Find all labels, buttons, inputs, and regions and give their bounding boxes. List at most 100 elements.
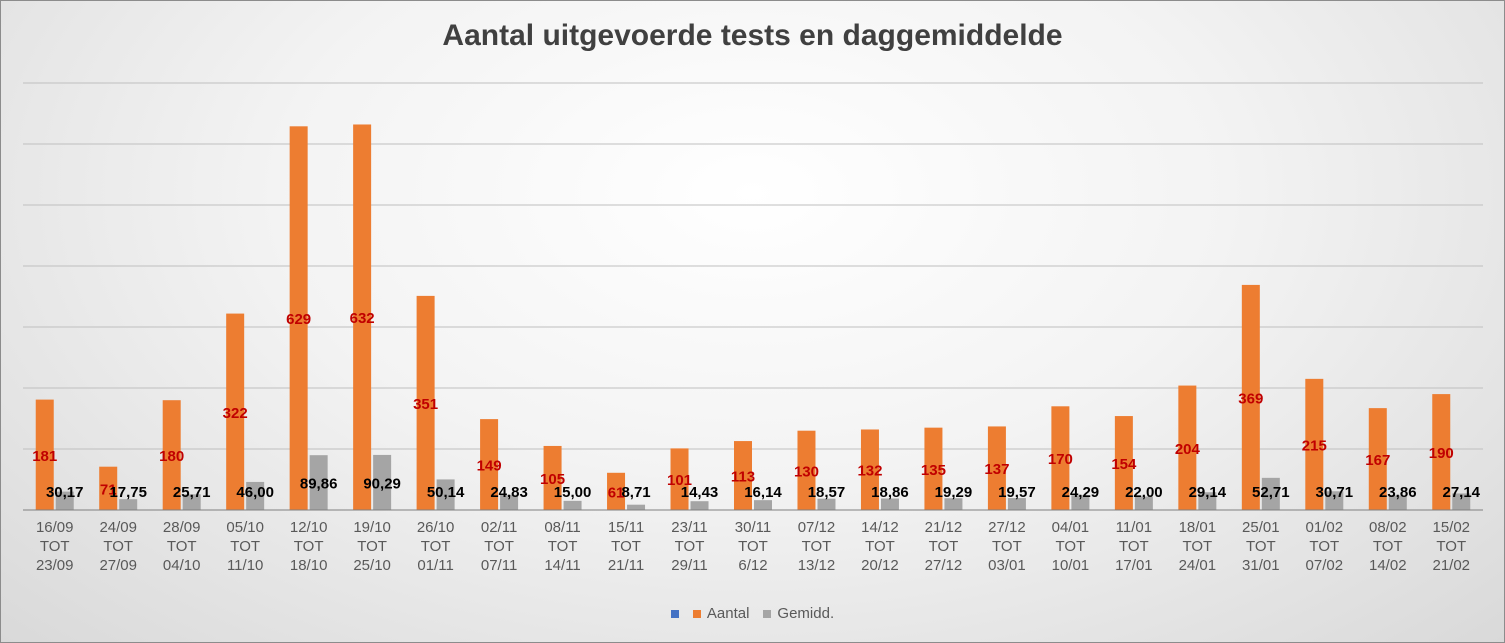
bar-gemiddelde (1388, 495, 1407, 510)
x-tick-label: 08/02 TOT 14/02 (1369, 519, 1407, 574)
data-label-gemiddelde: 8,71 (621, 484, 650, 501)
data-label-aantal: 322 (223, 405, 248, 422)
x-tick-label: 07/12 TOT 13/12 (798, 519, 836, 574)
bar-gemiddelde (1198, 492, 1217, 510)
data-label-aantal: 167 (1365, 452, 1390, 469)
data-label-gemiddelde: 24,83 (490, 484, 528, 501)
bar-aantal (353, 124, 372, 510)
x-tick-label: 18/01 TOT 24/01 (1179, 519, 1217, 574)
x-tick-label: 26/10 TOT 01/11 (417, 519, 455, 574)
data-label-aantal: 132 (857, 463, 882, 480)
bar-gemiddelde (1325, 491, 1344, 510)
data-label-aantal: 105 (540, 471, 565, 488)
x-tick-label: 21/12 TOT 27/12 (925, 519, 963, 574)
data-label-gemiddelde: 15,00 (554, 484, 592, 501)
bar-gemiddelde (944, 498, 963, 510)
data-label-aantal: 204 (1175, 441, 1201, 458)
x-tick-label: 01/02 TOT 07/02 (1306, 519, 1344, 574)
data-label-gemiddelde: 19,57 (998, 484, 1036, 501)
x-tick-label: 30/11 TOT 6/12 (735, 519, 771, 574)
bar-aantal (1178, 385, 1197, 510)
data-label-gemiddelde: 17,75 (109, 484, 147, 501)
legend: Aantal Gemidd. (1, 605, 1504, 622)
data-label-gemiddelde: 50,14 (427, 484, 465, 501)
bar-aantal (1432, 394, 1451, 510)
bar-gemiddelde (690, 501, 709, 510)
data-label-aantal: 629 (286, 311, 311, 328)
x-tick-label: 14/12 TOT 20/12 (861, 519, 899, 574)
bar-aantal (670, 448, 689, 510)
x-tick-label: 04/01 TOT 10/01 (1052, 519, 1090, 574)
bar-aantal (35, 399, 54, 510)
bar-gemiddelde (55, 491, 74, 510)
bar-aantal (289, 126, 308, 510)
legend-swatch (692, 609, 701, 618)
data-label-gemiddelde: 89,86 (300, 476, 338, 493)
data-label-gemiddelde: 24,29 (1062, 484, 1100, 501)
data-label-aantal: 113 (731, 469, 755, 486)
legend-swatch (670, 609, 679, 618)
bar-gemiddelde (373, 454, 392, 510)
x-tick-label: 15/02 TOT 21/02 (1432, 519, 1470, 574)
x-tick-label: 25/01 TOT 31/01 (1242, 519, 1280, 574)
bars (35, 124, 1471, 510)
data-label-aantal: 61 (608, 484, 625, 501)
data-label-aantal: 101 (667, 472, 692, 489)
x-tick-label: 24/09 TOT 27/09 (99, 519, 137, 574)
x-tick-label: 28/09 TOT 04/10 (163, 519, 201, 574)
data-label-gemiddelde: 23,86 (1379, 484, 1417, 501)
x-tick-label: 27/12 TOT 03/01 (988, 519, 1026, 574)
bar-gemiddelde (182, 494, 201, 510)
data-label-aantal: 170 (1048, 451, 1073, 468)
bar-aantal (1368, 408, 1387, 510)
bar-aantal (416, 295, 435, 510)
bar-gemiddelde (627, 504, 646, 510)
data-label-gemiddelde: 16,14 (744, 484, 782, 501)
bar-gemiddelde (436, 479, 455, 510)
bar-gemiddelde (1134, 496, 1153, 510)
data-label-aantal: 71 (100, 481, 117, 498)
bar-gemiddelde (754, 500, 772, 510)
x-tick-label: 08/11 TOT 14/11 (544, 519, 580, 574)
data-label-aantal: 154 (1111, 456, 1137, 473)
x-tick-label: 12/10 TOT 18/10 (290, 519, 328, 574)
x-axis-tick-labels: 16/09 TOT 23/09 24/09 TOT 27/09 28/09 TOT 04/10 0… (36, 519, 1470, 574)
data-label-gemiddelde: 29,14 (1189, 484, 1227, 501)
bar-aantal (1305, 378, 1324, 510)
data-label-gemiddelde: 52,71 (1252, 484, 1290, 501)
bar-aantal (543, 445, 562, 510)
data-label-aantal: 369 (1238, 390, 1263, 407)
data-label-aantal: 190 (1429, 445, 1454, 462)
legend-item (670, 609, 679, 618)
data-label-gemiddelde: 18,57 (808, 484, 846, 501)
bar-gemiddelde (1452, 493, 1471, 510)
bar-aantal (1241, 284, 1260, 510)
bar-aantal (480, 419, 499, 510)
data-label-gemiddelde: 46,00 (236, 484, 274, 501)
data-label-aantal: 130 (794, 463, 819, 480)
gridlines (23, 82, 1483, 450)
bar-aantal (797, 430, 816, 510)
bar-aantal (99, 466, 118, 510)
x-tick-label: 23/11 TOT 29/11 (671, 519, 707, 574)
bar-gemiddelde (500, 494, 519, 510)
data-label-aantal: 149 (477, 458, 502, 475)
legend-item: Gemidd. (763, 605, 834, 622)
x-tick-label: 11/01 TOT 17/01 (1115, 519, 1153, 574)
data-label-gemiddelde: 14,43 (681, 484, 719, 501)
bar-aantal (226, 313, 245, 510)
data-label-gemiddelde: 25,71 (173, 484, 211, 501)
bar-gemiddelde (309, 455, 328, 510)
bar-gemiddelde (1261, 477, 1280, 510)
bar-aantal (607, 472, 626, 510)
bar-aantal (1051, 406, 1070, 510)
x-tick-label: 05/10 TOT 11/10 (226, 519, 264, 574)
legend-label: Aantal (706, 605, 750, 622)
x-tick-label: 19/10 TOT 25/10 (353, 519, 391, 574)
data-label-aantal: 215 (1302, 437, 1327, 454)
bar-gemiddelde (563, 500, 582, 510)
data-label-gemiddelde: 27,14 (1442, 484, 1480, 501)
legend-item: Aantal (692, 605, 750, 622)
